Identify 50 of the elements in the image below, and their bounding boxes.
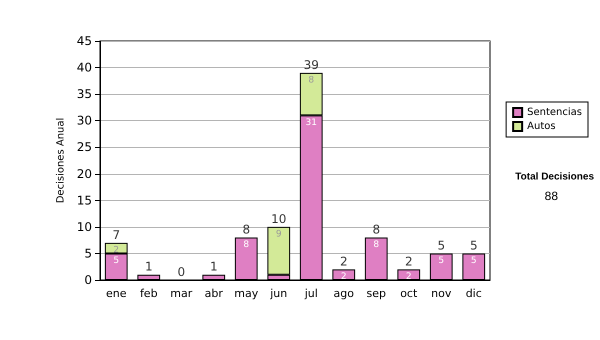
data-label: 8 [373, 240, 380, 250]
data-label: 2 [113, 245, 120, 256]
data-label: 5 [470, 256, 477, 266]
x-tick-label: ene [106, 287, 127, 300]
y-tick-label: 25 [76, 140, 92, 154]
x-tick-label: dic [466, 287, 482, 300]
legend-label: Sentencias [527, 107, 582, 118]
x-tick-label: may [234, 287, 259, 300]
y-tick-label: 40 [76, 60, 92, 75]
y-tick-label: 5 [84, 246, 92, 260]
total-label: 2 [340, 254, 348, 268]
text: 88 [544, 189, 558, 203]
legend-label: Autos [527, 121, 556, 132]
data-label: 2 [340, 272, 347, 282]
x-tick-label: mar [170, 287, 193, 300]
total-label: 8 [242, 222, 250, 237]
data-label: 31 [306, 118, 317, 128]
total-label: 0 [177, 265, 186, 279]
data-label: 5 [438, 256, 444, 266]
total-label: 1 [210, 260, 218, 274]
y-tick-label: 30 [76, 114, 92, 128]
x-tick-label: oct [400, 287, 418, 300]
x-tick-label: feb [140, 287, 158, 300]
y-tick-label: 10 [76, 220, 92, 234]
total-label: 7 [112, 228, 120, 242]
total-label: 5 [470, 238, 478, 252]
data-label: 8 [243, 240, 250, 250]
total-label: 10 [271, 212, 286, 226]
x-tick-label: nov [431, 287, 452, 300]
x-tick-label: ago [334, 287, 354, 300]
y-tick-label: 20 [76, 166, 92, 181]
data-label: 8 [308, 75, 314, 86]
y-axis-title: Decisiones Anual [55, 118, 66, 204]
total-label: 1 [144, 260, 153, 274]
x-tick-label: abr [204, 287, 224, 300]
total-label: 39 [304, 58, 319, 72]
x-tick-label: jul [304, 287, 318, 300]
total-label: 8 [372, 222, 380, 237]
data-label: 9 [276, 229, 282, 240]
y-tick-label: 35 [76, 87, 92, 102]
x-tick-label: sep [366, 287, 386, 300]
data-label: 2 [406, 272, 412, 282]
y-tick-label: 0 [84, 273, 92, 287]
text: Total Decisiones [515, 172, 594, 182]
total-label: 2 [404, 254, 413, 268]
total-label: 5 [437, 238, 446, 252]
data-label: 5 [113, 256, 120, 266]
y-tick-label: 15 [76, 193, 92, 208]
x-tick-label: jun [269, 287, 288, 300]
y-tick-label: 45 [76, 34, 92, 48]
